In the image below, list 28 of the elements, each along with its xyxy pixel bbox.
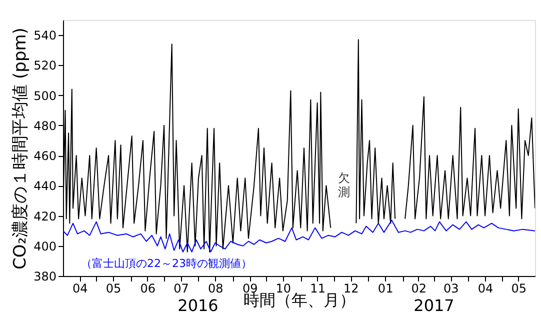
y-tick-label: 500	[34, 88, 56, 103]
y-tick-label: 420	[34, 209, 56, 224]
series-label: （富士山頂の22～23時の観測値）	[81, 257, 252, 270]
x-tick-label: 05	[106, 282, 122, 296]
x-tick-label: 07	[174, 282, 189, 296]
x-tick-label: 12	[344, 282, 359, 296]
y-tick-label: 440	[34, 179, 56, 194]
y-axis-title: CO₂濃度の１時間平均値 (ppm)	[10, 28, 31, 270]
y-tick-label: 460	[34, 149, 56, 164]
y-tick-label: 540	[34, 28, 56, 43]
line-series	[63, 220, 535, 252]
x-tick-label: 05	[511, 282, 526, 296]
y-tick-label: 480	[34, 118, 56, 133]
y-tick-label: 520	[34, 58, 56, 73]
y-tick-label: 380	[34, 270, 56, 284]
x-tick-label: 08	[208, 282, 224, 296]
x-tick-label: 10	[276, 282, 292, 296]
x-tick-label: 04	[72, 282, 88, 296]
x-tick-label: 01	[378, 282, 394, 296]
x-tick-label: 02	[411, 282, 427, 296]
x-tick-label: 03	[443, 282, 459, 296]
x-tick-label: 06	[140, 282, 156, 296]
x-tick-label: 04	[478, 282, 494, 296]
annotation: 欠測	[338, 171, 350, 199]
text: 2016	[178, 296, 218, 315]
text: 2017	[414, 296, 454, 315]
x-tick-label: 11	[310, 282, 326, 296]
y-tick-label: 400	[34, 239, 56, 254]
